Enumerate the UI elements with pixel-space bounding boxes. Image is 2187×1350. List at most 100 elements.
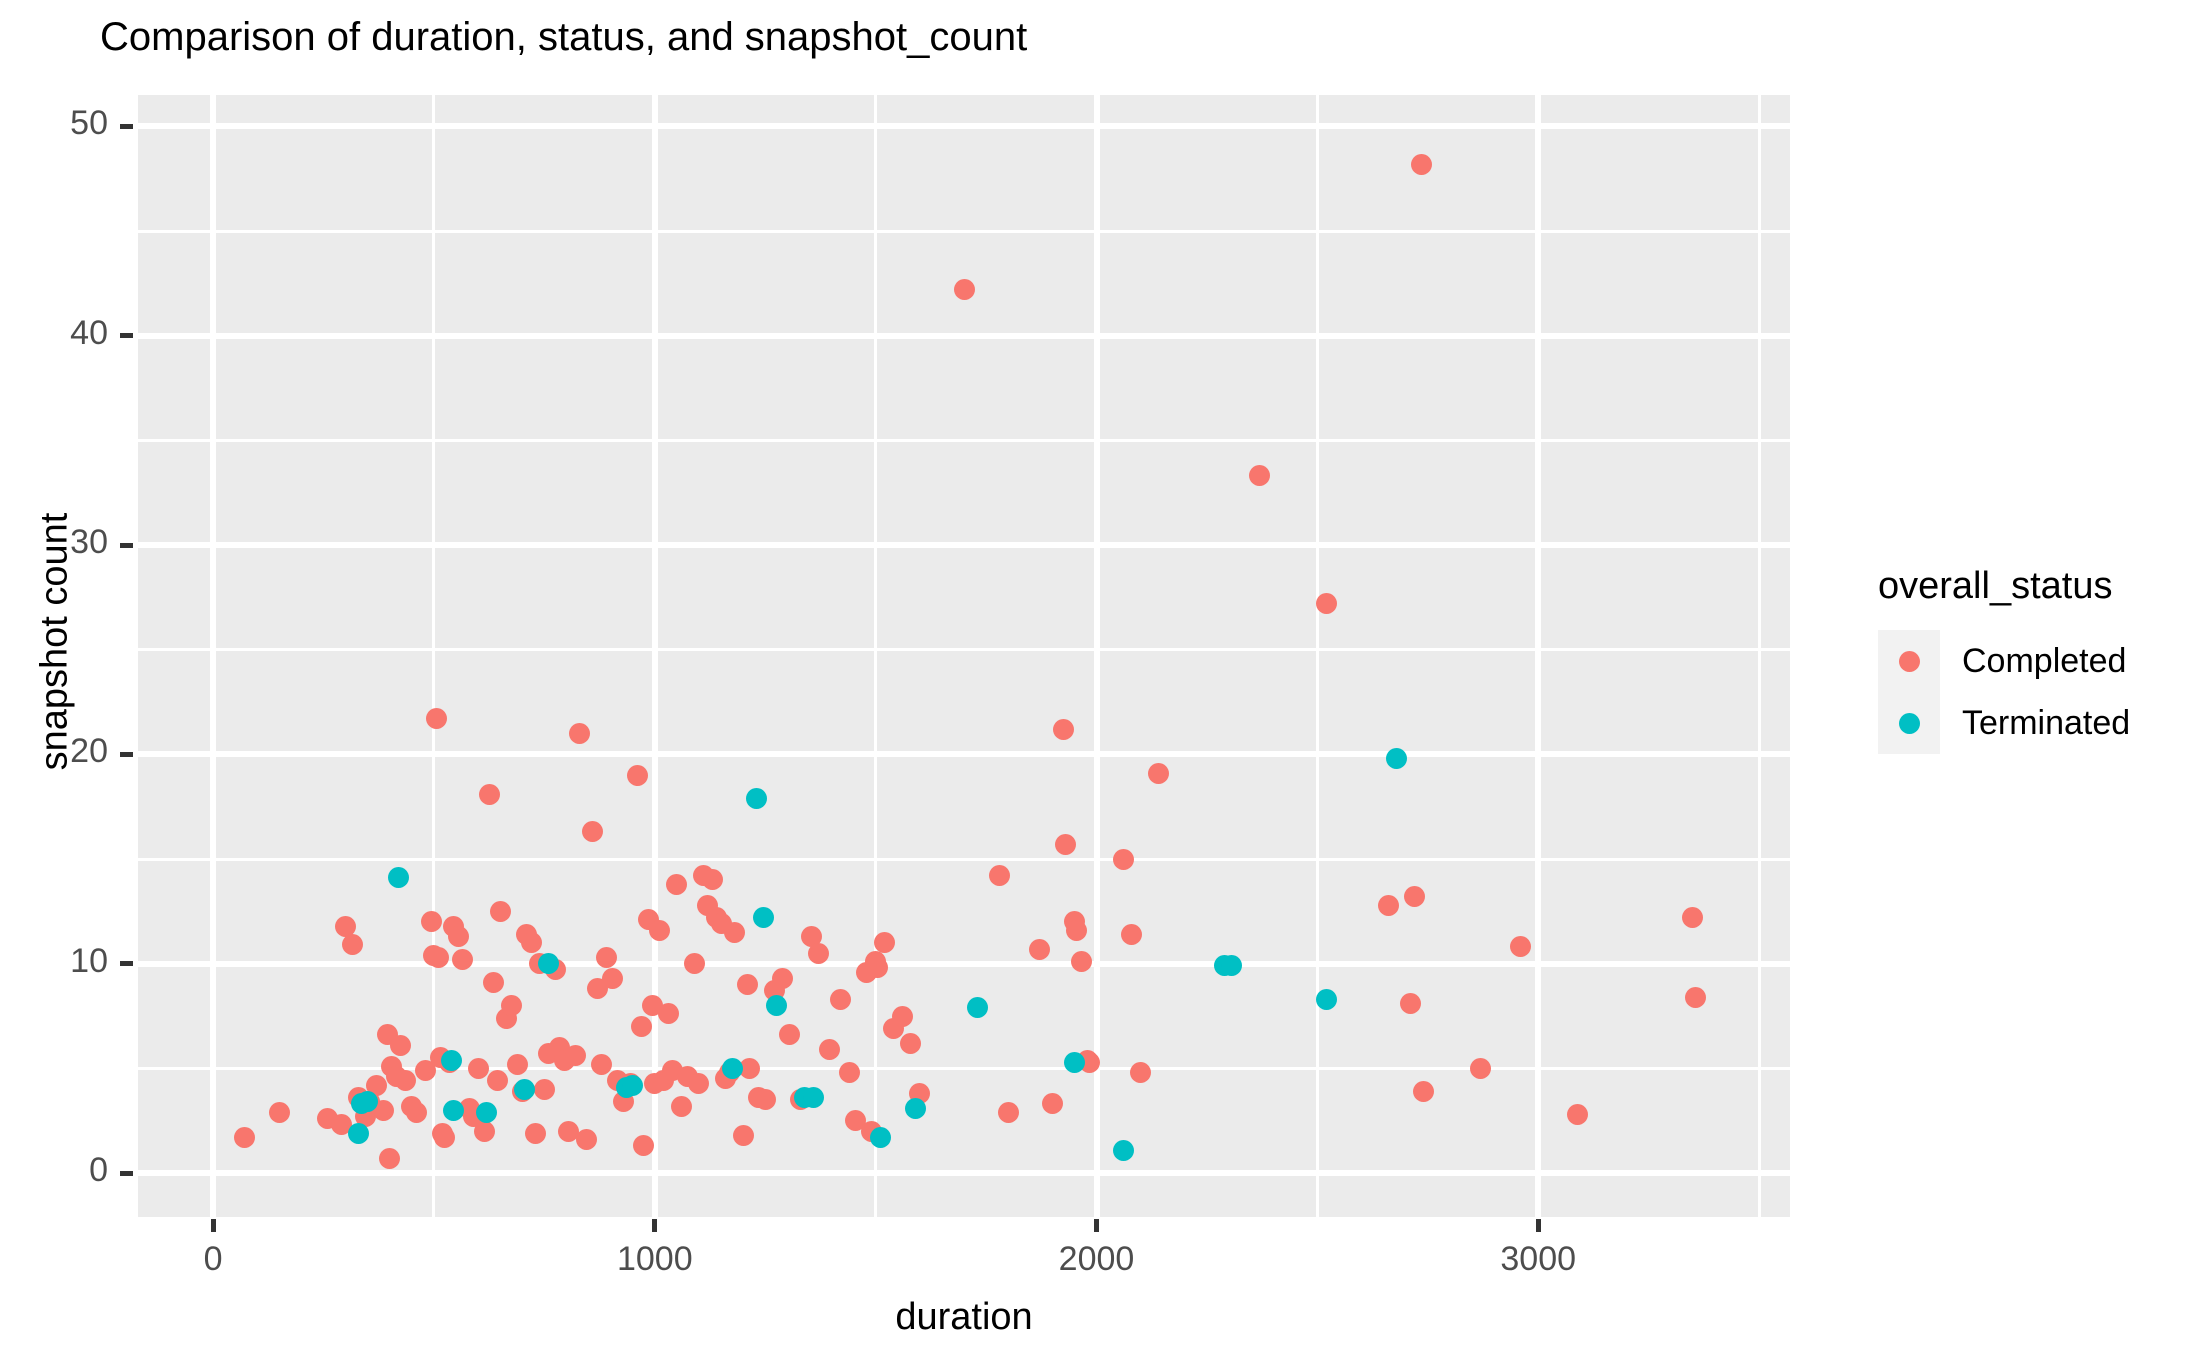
x-tick-label: 2000 <box>1058 1240 1135 1278</box>
data-point <box>1112 1139 1134 1161</box>
gridline-minor-vertical <box>432 95 436 1217</box>
x-axis-title: duration <box>895 1296 1033 1338</box>
y-tick-label: 40 <box>70 313 108 352</box>
y-tick-label: 20 <box>70 732 108 771</box>
data-point <box>779 1024 801 1046</box>
data-point <box>569 722 591 744</box>
legend: overall_status Completed Terminated <box>1878 565 2130 754</box>
data-point <box>988 865 1010 887</box>
y-tick-mark <box>120 333 133 339</box>
legend-dot-icon <box>1898 650 1920 672</box>
data-point <box>737 974 759 996</box>
data-point <box>1315 593 1337 615</box>
y-tick-mark <box>120 751 133 757</box>
data-point <box>622 1074 644 1096</box>
data-point <box>595 946 617 968</box>
data-point <box>478 783 500 805</box>
data-point <box>1079 1051 1101 1073</box>
data-point <box>1041 1093 1063 1115</box>
data-point <box>348 1122 370 1144</box>
data-point <box>268 1101 290 1123</box>
data-point <box>997 1101 1019 1123</box>
data-point <box>520 932 542 954</box>
data-point <box>732 1124 754 1146</box>
data-point <box>1052 718 1074 740</box>
data-point <box>904 1097 926 1119</box>
data-point <box>366 1074 388 1096</box>
data-point <box>1055 833 1077 855</box>
gridline-major-vertical <box>210 95 217 1217</box>
data-point <box>441 1049 463 1071</box>
data-point <box>1066 919 1088 941</box>
data-point <box>966 997 988 1019</box>
data-point <box>602 967 624 989</box>
data-point <box>1220 955 1242 977</box>
legend-item-terminated[interactable]: Terminated <box>1878 692 2130 754</box>
data-point <box>701 869 723 891</box>
data-point <box>564 1045 586 1067</box>
data-point <box>533 1078 555 1100</box>
data-point <box>513 1078 535 1100</box>
data-point <box>873 932 895 954</box>
data-point <box>721 1057 743 1079</box>
data-point <box>801 926 823 947</box>
gridline-minor-horizontal <box>138 438 1790 442</box>
data-point <box>474 1120 496 1142</box>
data-point <box>688 1072 710 1094</box>
data-point <box>487 1070 509 1092</box>
data-point <box>1386 748 1408 770</box>
gridline-major-vertical <box>1093 95 1100 1217</box>
data-point <box>953 279 975 301</box>
x-tick-label: 3000 <box>1500 1240 1577 1278</box>
data-point <box>633 1135 655 1157</box>
data-point <box>723 921 745 943</box>
data-point <box>752 907 774 929</box>
data-point <box>745 787 767 809</box>
data-point <box>739 1057 761 1079</box>
data-point <box>818 1039 840 1061</box>
data-point <box>1510 936 1532 958</box>
chart-title: Comparison of duration, status, and snap… <box>100 15 1028 59</box>
x-tick-label: 0 <box>203 1240 223 1278</box>
data-point <box>233 1126 255 1148</box>
gridline-major-horizontal <box>138 123 1790 130</box>
data-point <box>452 949 474 971</box>
data-point <box>414 1059 436 1081</box>
data-point <box>1315 988 1337 1010</box>
y-tick-label: 30 <box>70 523 108 562</box>
gridline-minor-vertical <box>1757 95 1761 1217</box>
legend-item-completed[interactable]: Completed <box>1878 630 2130 692</box>
data-point <box>425 708 447 730</box>
data-point <box>900 1032 922 1054</box>
data-point <box>867 957 889 979</box>
data-point <box>476 1101 498 1123</box>
data-point <box>765 995 787 1017</box>
data-point <box>582 821 604 843</box>
data-point <box>807 942 829 964</box>
y-tick-mark <box>120 961 133 967</box>
legend-items: Completed Terminated <box>1878 630 2130 754</box>
data-point <box>891 1005 913 1027</box>
data-point <box>1028 938 1050 960</box>
data-point <box>1377 894 1399 916</box>
data-point <box>772 967 794 989</box>
data-point <box>335 915 357 937</box>
legend-item-label: Terminated <box>1962 703 2131 742</box>
data-point <box>405 1101 427 1123</box>
data-point <box>507 1053 529 1075</box>
data-point <box>357 1091 379 1113</box>
data-point <box>447 926 469 947</box>
data-point <box>341 934 363 956</box>
legend-item-label: Completed <box>1962 641 2127 680</box>
data-point <box>1567 1103 1589 1125</box>
data-point <box>483 972 505 994</box>
y-tick-mark <box>120 1170 133 1176</box>
data-point <box>330 1114 352 1136</box>
data-point <box>1410 153 1432 175</box>
data-point <box>829 988 851 1010</box>
data-point <box>394 1070 416 1092</box>
gridline-minor-horizontal <box>138 1066 1790 1070</box>
x-tick-mark <box>1535 1219 1541 1232</box>
gridline-minor-horizontal <box>138 648 1790 652</box>
plot-panel <box>138 95 1790 1217</box>
